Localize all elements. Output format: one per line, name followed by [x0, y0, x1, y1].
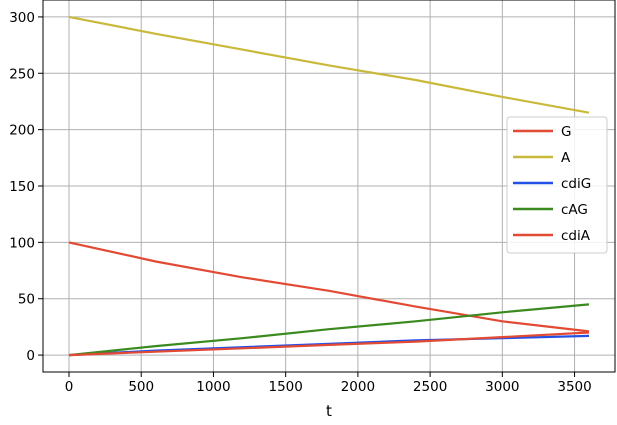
y-tick-label: 250	[9, 66, 35, 82]
legend-label: A	[561, 150, 571, 166]
x-tick-label: 2500	[413, 379, 447, 395]
x-tick-label: 3000	[485, 379, 519, 395]
y-tick-label: 100	[9, 235, 35, 251]
y-tick-label: 150	[9, 179, 35, 195]
x-axis-ticks: 0 500 1000 1500 2000 2500 3000 3500	[65, 372, 592, 395]
legend-label: cAG	[561, 202, 588, 218]
y-tick-label: 200	[9, 123, 35, 139]
x-tick-label: 3500	[557, 379, 591, 395]
x-axis-label: t	[326, 402, 332, 420]
x-tick-label: 1500	[268, 379, 302, 395]
legend-label: cdiA	[561, 228, 591, 244]
legend-box	[507, 117, 607, 253]
y-tick-label: 300	[9, 10, 35, 26]
x-tick-label: 0	[65, 379, 74, 395]
y-tick-label: 50	[18, 292, 35, 308]
x-tick-label: 1000	[196, 379, 230, 395]
x-tick-label: 2000	[341, 379, 375, 395]
legend-label: cdiG	[561, 176, 591, 192]
x-tick-label: 500	[128, 379, 154, 395]
y-axis-ticks: 0 50 100 150 200 250 300	[9, 10, 43, 364]
legend-label: G	[561, 124, 571, 140]
y-tick-label: 0	[26, 348, 35, 364]
